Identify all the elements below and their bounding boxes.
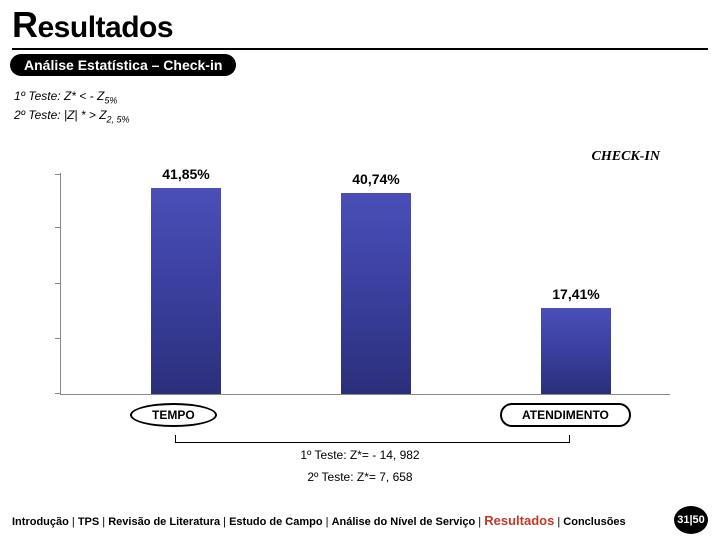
bar-label-2: 17,41%	[536, 286, 616, 302]
title-initial: R	[12, 4, 38, 45]
breadcrumb-item: Revisão de Literatura	[108, 516, 220, 528]
result-1: 1º Teste: Z*= - 14, 982	[0, 448, 720, 462]
breadcrumb-separator: |	[323, 516, 332, 528]
breadcrumb-item: Introdução	[12, 516, 69, 528]
breadcrumb-separator: |	[69, 516, 78, 528]
page-title: Resultados	[0, 0, 720, 48]
breadcrumb-item: Conclusões	[563, 516, 625, 528]
bar-0	[151, 188, 221, 394]
axis-label-tempo: TEMPO	[130, 403, 217, 427]
footer: Introdução | TPS | Revisão de Literatura…	[0, 506, 720, 534]
breadcrumb: Introdução | TPS | Revisão de Literatura…	[12, 513, 626, 528]
test-2: 2º Teste: |Z| * > Z2, 5%	[14, 107, 720, 126]
breadcrumb-separator: |	[554, 516, 563, 528]
breadcrumb-separator: |	[475, 516, 484, 528]
breadcrumb-item: Resultados	[484, 513, 554, 528]
breadcrumb-separator: |	[220, 516, 229, 528]
breadcrumb-item: Análise do Nível de Serviço	[332, 516, 476, 528]
bracket	[175, 435, 570, 443]
chart-title: CHECK-IN	[592, 149, 660, 165]
chart-area: CHECK-IN 41,85%40,74%17,41% TEMPO ATENDI…	[60, 155, 670, 425]
page-number: 31|50	[674, 506, 708, 534]
title-rest: esultados	[38, 11, 174, 44]
bar-label-0: 41,85%	[146, 166, 226, 182]
axis-label-atendimento: ATENDIMENTO	[500, 403, 631, 427]
subtitle-pill: Análise Estatística – Check-in	[10, 54, 236, 76]
breadcrumb-separator: |	[99, 516, 108, 528]
title-underline	[12, 48, 708, 50]
bar-chart: 41,85%40,74%17,41%	[60, 173, 670, 395]
bar-label-1: 40,74%	[336, 171, 416, 187]
breadcrumb-item: Estudo de Campo	[229, 516, 323, 528]
breadcrumb-item: TPS	[78, 516, 99, 528]
test-criteria: 1º Teste: Z* < - Z5% 2º Teste: |Z| * > Z…	[14, 88, 720, 126]
test-1: 1º Teste: Z* < - Z5%	[14, 88, 720, 107]
result-2: 2º Teste: Z*= 7, 658	[0, 470, 720, 484]
bar-2	[541, 308, 611, 394]
bar-1	[341, 193, 411, 394]
